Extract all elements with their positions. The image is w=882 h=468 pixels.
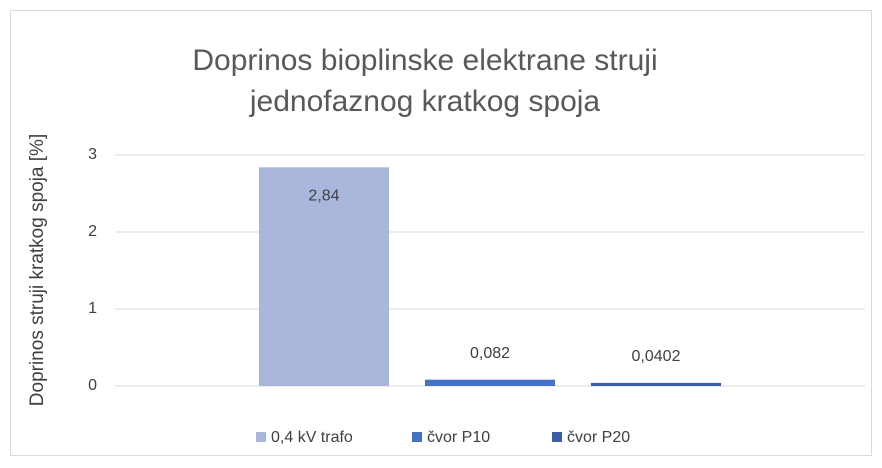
legend-swatch bbox=[412, 432, 422, 442]
legend-swatch bbox=[552, 432, 562, 442]
bar bbox=[259, 167, 389, 386]
legend-label: čvor P20 bbox=[567, 429, 630, 446]
legend-swatch bbox=[256, 432, 266, 442]
data-label: 0,082 bbox=[470, 345, 510, 362]
y-tick-label: 1 bbox=[88, 300, 97, 317]
chart-border bbox=[10, 10, 872, 456]
bar bbox=[591, 382, 721, 386]
y-tick-label: 0 bbox=[88, 377, 97, 394]
data-label: 2,84 bbox=[308, 188, 339, 205]
chart-title: jednofaznog kratkog spoja bbox=[249, 85, 601, 118]
y-tick-label: 3 bbox=[88, 146, 97, 163]
y-tick-label: 2 bbox=[88, 223, 97, 240]
legend-label: 0,4 kV trafo bbox=[271, 429, 353, 446]
data-label: 0,0402 bbox=[632, 348, 681, 365]
legend-label: čvor P10 bbox=[427, 429, 490, 446]
y-axis-label: Doprinos struji kratkog spoja [%] bbox=[27, 134, 48, 406]
bar bbox=[425, 379, 555, 386]
chart-title: Doprinos bioplinske elektrane struji bbox=[192, 44, 657, 77]
